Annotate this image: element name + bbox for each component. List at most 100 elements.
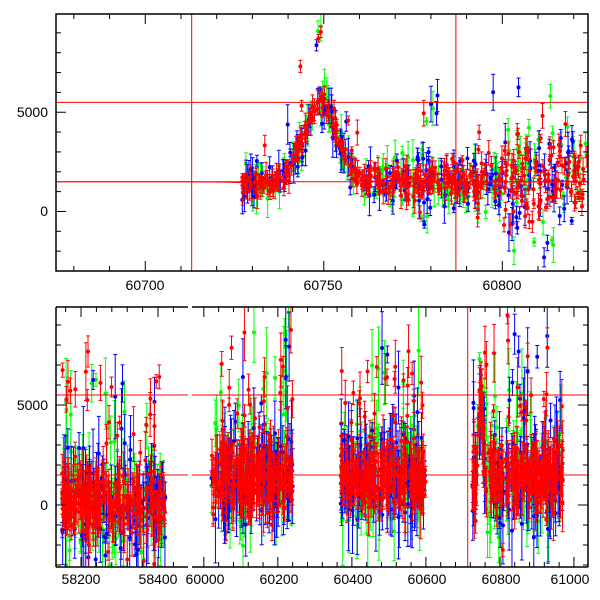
marker bbox=[421, 111, 426, 116]
marker bbox=[483, 162, 488, 167]
marker bbox=[545, 240, 550, 245]
marker bbox=[530, 219, 535, 224]
marker bbox=[572, 163, 577, 168]
marker bbox=[549, 153, 554, 158]
marker bbox=[299, 103, 304, 108]
data-point bbox=[545, 234, 550, 252]
marker bbox=[441, 172, 446, 177]
marker bbox=[396, 176, 401, 181]
marker bbox=[298, 64, 303, 69]
data-point bbox=[424, 117, 429, 126]
marker bbox=[569, 218, 574, 223]
marker bbox=[364, 186, 369, 191]
marker bbox=[354, 181, 359, 186]
marker bbox=[435, 93, 440, 98]
marker bbox=[514, 168, 519, 173]
marker bbox=[525, 205, 530, 210]
marker bbox=[424, 119, 429, 124]
marker bbox=[469, 173, 474, 178]
marker bbox=[310, 118, 315, 123]
marker bbox=[506, 193, 511, 198]
marker bbox=[502, 148, 507, 153]
marker bbox=[579, 204, 584, 209]
marker bbox=[514, 191, 519, 196]
marker bbox=[444, 162, 449, 167]
data-point bbox=[540, 102, 545, 129]
marker bbox=[422, 222, 427, 227]
marker bbox=[520, 166, 525, 171]
marker bbox=[247, 188, 252, 193]
data-point bbox=[477, 124, 482, 140]
marker bbox=[547, 179, 552, 184]
marker bbox=[527, 168, 532, 173]
marker bbox=[410, 158, 415, 163]
marker bbox=[240, 175, 245, 180]
marker bbox=[557, 213, 562, 218]
data-point bbox=[491, 73, 496, 111]
marker bbox=[314, 43, 319, 48]
marker bbox=[553, 187, 558, 192]
marker bbox=[506, 127, 511, 132]
marker bbox=[556, 142, 561, 147]
marker bbox=[517, 210, 522, 215]
marker bbox=[550, 182, 555, 187]
top-panel bbox=[55, 0, 590, 300]
marker bbox=[400, 174, 405, 179]
marker bbox=[112, 439, 117, 444]
marker bbox=[420, 192, 425, 197]
data-point bbox=[551, 227, 556, 263]
marker bbox=[541, 220, 546, 225]
marker bbox=[428, 205, 433, 210]
data-point bbox=[465, 147, 470, 170]
data-point bbox=[320, 114, 325, 133]
marker bbox=[391, 175, 396, 180]
marker bbox=[576, 159, 581, 164]
data-point bbox=[578, 134, 583, 157]
marker bbox=[551, 145, 556, 150]
marker bbox=[255, 194, 260, 199]
marker bbox=[546, 172, 551, 177]
marker bbox=[265, 196, 270, 201]
marker bbox=[244, 185, 249, 190]
marker bbox=[258, 185, 263, 190]
marker bbox=[254, 172, 259, 177]
marker bbox=[532, 240, 537, 245]
marker bbox=[399, 193, 404, 198]
marker bbox=[475, 215, 480, 220]
marker bbox=[537, 210, 542, 215]
marker bbox=[569, 189, 574, 194]
data-point bbox=[550, 236, 555, 245]
marker bbox=[531, 187, 536, 192]
marker bbox=[486, 150, 491, 155]
marker bbox=[569, 137, 574, 142]
marker bbox=[288, 150, 293, 155]
marker bbox=[491, 90, 496, 95]
marker bbox=[357, 171, 362, 176]
marker bbox=[421, 156, 426, 161]
marker bbox=[349, 176, 354, 181]
data-point bbox=[254, 154, 259, 168]
marker bbox=[412, 198, 417, 203]
marker bbox=[316, 36, 321, 41]
marker bbox=[496, 177, 501, 182]
data-point bbox=[532, 237, 537, 247]
marker bbox=[514, 215, 519, 220]
marker bbox=[473, 162, 478, 167]
data-point bbox=[285, 104, 290, 145]
marker bbox=[537, 177, 542, 182]
marker bbox=[426, 150, 431, 155]
data-point bbox=[557, 206, 562, 226]
marker bbox=[275, 182, 280, 187]
marker bbox=[540, 113, 545, 118]
marker bbox=[417, 210, 422, 215]
marker bbox=[489, 163, 494, 168]
marker bbox=[387, 171, 392, 176]
marker bbox=[543, 205, 548, 210]
marker bbox=[520, 194, 525, 199]
marker bbox=[381, 189, 386, 194]
marker bbox=[510, 201, 515, 206]
marker bbox=[449, 190, 454, 195]
marker bbox=[542, 255, 547, 260]
marker bbox=[471, 158, 476, 163]
